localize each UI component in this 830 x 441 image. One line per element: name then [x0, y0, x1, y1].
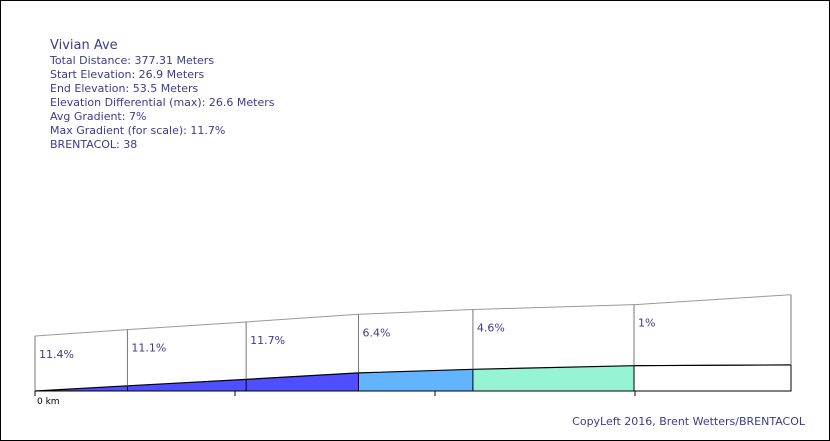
label-band-top: [358, 309, 473, 315]
label-band-top: [34, 329, 128, 337]
gradient-label: 11.7%: [250, 334, 285, 347]
route-title: Vivian Ave: [50, 38, 118, 53]
start-elevation: Start Elevation: 26.9 Meters: [50, 68, 205, 81]
profile-segment: [633, 364, 792, 392]
avg-gradient: Avg Gradient: 7%: [50, 110, 147, 123]
end-elevation: End Elevation: 53.5 Meters: [50, 82, 199, 95]
label-band-top: [246, 313, 359, 323]
profile-segment: [358, 369, 473, 391]
label-band-top: [633, 294, 792, 306]
label-band-top: [127, 321, 247, 331]
elevation-differential: Elevation Differential (max): 26.6 Meter…: [50, 96, 275, 109]
gradient-label: 11.1%: [131, 342, 166, 355]
copyleft-credit: CopyLeft 2016, Brent Wetters/BRENTACOL: [572, 415, 805, 428]
x-tick-label: 0 km: [37, 397, 60, 407]
gradient-label: 1%: [638, 317, 655, 330]
profile-segment: [246, 372, 359, 391]
gradient-label: 11.4%: [39, 348, 74, 361]
max-gradient: Max Gradient (for scale): 11.7%: [50, 124, 226, 137]
gradient-label: 6.4%: [362, 326, 390, 339]
gradient-label: 4.6%: [477, 322, 505, 335]
profile-segment: [127, 379, 247, 391]
brentacol-score: BRENTACOL: 38: [50, 138, 138, 151]
label-band-top: [472, 304, 635, 311]
profile-segment: [472, 365, 634, 391]
total-distance: Total Distance: 377.31 Meters: [50, 54, 215, 67]
